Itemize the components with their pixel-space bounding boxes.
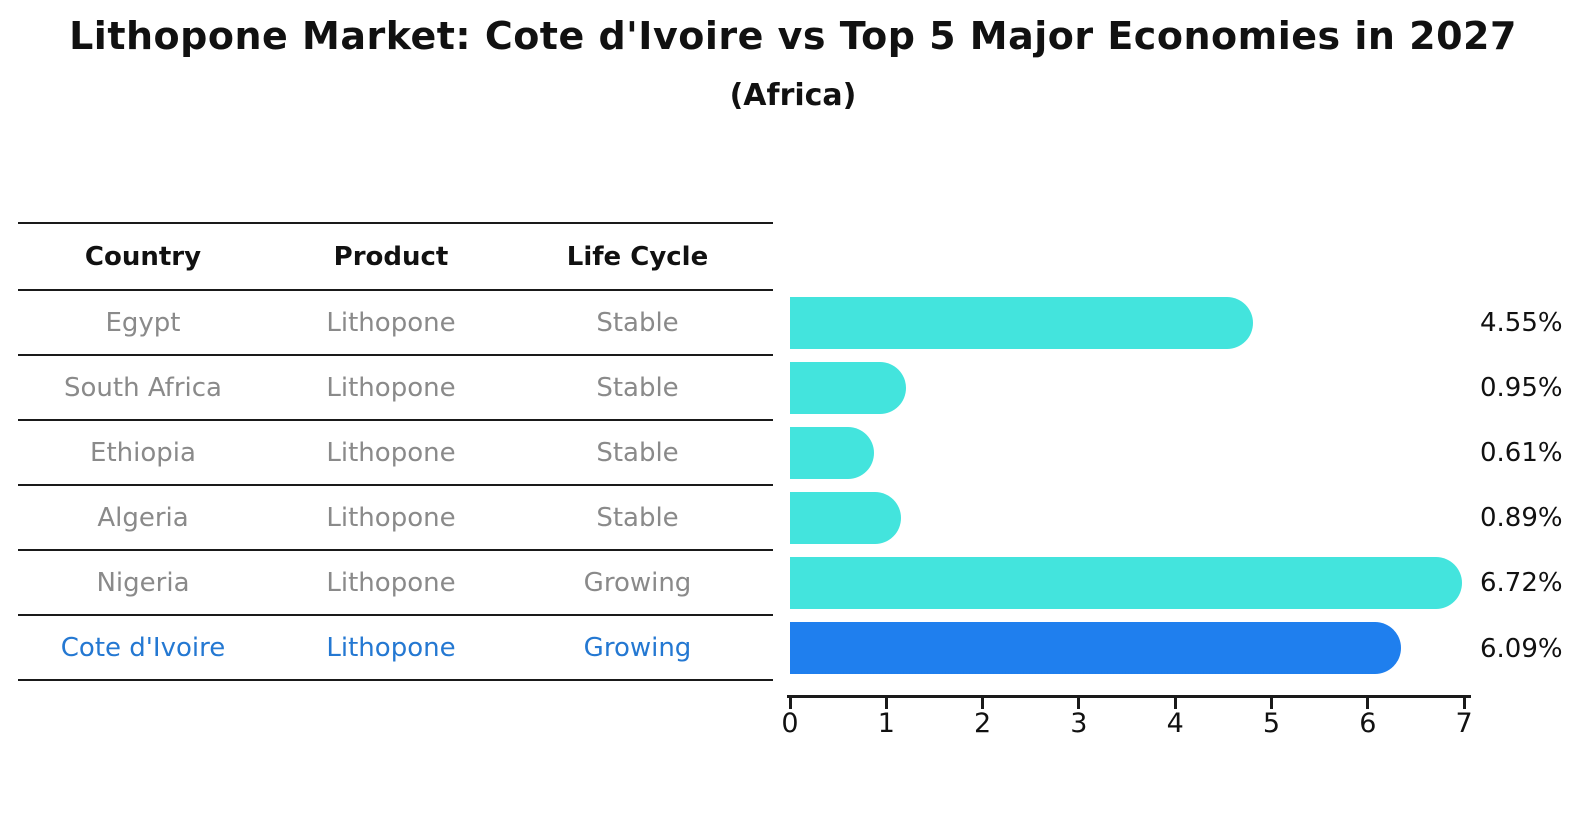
x-axis-tick-label: 4 <box>1166 708 1184 739</box>
cell-country: Egypt <box>105 307 181 338</box>
table-row: Ethiopia Lithopone Stable <box>18 421 773 486</box>
x-axis-tick-label: 7 <box>1455 708 1473 739</box>
table-row: Algeria Lithopone Stable <box>18 486 773 551</box>
cell-life-cycle: Stable <box>596 307 679 338</box>
table-row: Nigeria Lithopone Growing <box>18 551 773 616</box>
bar-ethiopia <box>790 426 874 479</box>
x-axis-tick <box>1462 698 1466 709</box>
x-axis-tick-label: 2 <box>974 708 992 739</box>
cell-life-cycle: Growing <box>583 632 692 663</box>
bar-algeria <box>790 491 901 544</box>
value-label: 0.95% <box>1480 373 1563 403</box>
cell-country: Ethiopia <box>90 437 196 468</box>
cell-product: Lithopone <box>326 372 456 403</box>
cell-country: South Africa <box>64 372 222 403</box>
bar-nigeria <box>790 556 1463 609</box>
value-label: 6.72% <box>1480 568 1563 598</box>
bar-south-africa <box>790 361 907 414</box>
table-header-row: Country Product Life Cycle <box>18 224 773 291</box>
x-axis-tick <box>1173 698 1177 709</box>
x-axis-tick <box>981 698 985 709</box>
cell-product: Lithopone <box>326 632 456 663</box>
cell-product: Lithopone <box>326 307 456 338</box>
column-header-product: Product <box>333 241 449 272</box>
x-axis-tick <box>1077 698 1081 709</box>
x-axis-tick-label: 3 <box>1070 708 1088 739</box>
chart-title: Lithopone Market: Cote d'Ivoire vs Top 5… <box>69 14 1517 58</box>
value-label: 0.89% <box>1480 503 1563 533</box>
chart-subtitle: (Africa) <box>729 78 857 113</box>
table-row: South Africa Lithopone Stable <box>18 356 773 421</box>
cell-life-cycle: Stable <box>596 502 679 533</box>
value-label: 0.61% <box>1480 438 1563 468</box>
x-axis-line <box>787 695 1471 698</box>
column-header-life-cycle: Life Cycle <box>566 241 709 272</box>
cell-country: Algeria <box>97 502 189 533</box>
table-row: Egypt Lithopone Stable <box>18 291 773 356</box>
cell-product: Lithopone <box>326 437 456 468</box>
cell-life-cycle: Stable <box>596 437 679 468</box>
column-header-country: Country <box>84 241 202 272</box>
cell-country: Nigeria <box>96 567 190 598</box>
bar-egypt <box>790 296 1254 349</box>
table-row-highlighted: Cote d'Ivoire Lithopone Growing <box>18 616 773 681</box>
x-axis-tick-label: 6 <box>1359 708 1377 739</box>
bar-cote-divoire <box>790 621 1402 674</box>
cell-life-cycle: Stable <box>596 372 679 403</box>
x-axis-tick-label: 0 <box>781 708 799 739</box>
cell-country: Cote d'Ivoire <box>60 632 226 663</box>
x-axis-tick <box>788 698 792 709</box>
cell-product: Lithopone <box>326 567 456 598</box>
cell-life-cycle: Growing <box>583 567 692 598</box>
x-axis-tick <box>1270 698 1273 709</box>
cell-product: Lithopone <box>326 502 456 533</box>
x-axis-tick <box>884 698 888 709</box>
x-axis-tick-label: 1 <box>877 708 895 739</box>
value-label: 4.55% <box>1480 308 1563 338</box>
value-label: 6.09% <box>1480 634 1563 664</box>
x-axis-tick <box>1366 698 1370 709</box>
x-axis-tick-label: 5 <box>1262 708 1281 739</box>
country-table: Country Product Life Cycle Egypt Lithopo… <box>18 222 773 681</box>
